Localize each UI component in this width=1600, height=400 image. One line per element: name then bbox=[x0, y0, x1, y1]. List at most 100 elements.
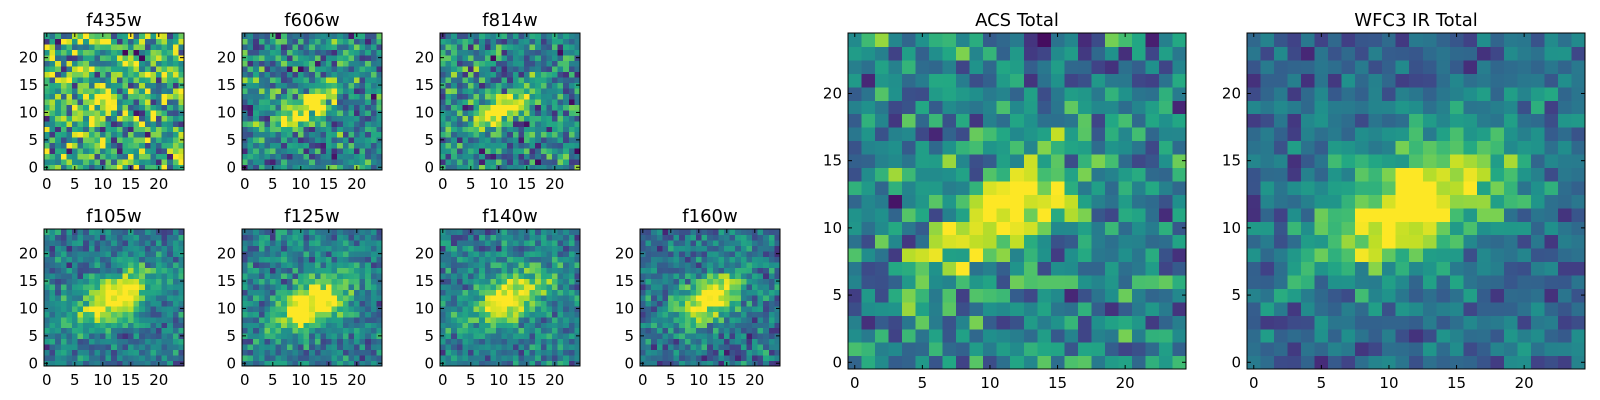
heatmap-cell bbox=[253, 126, 260, 133]
heatmap-cell bbox=[861, 261, 876, 276]
heatmap-cell bbox=[768, 305, 775, 312]
heatmap-cell bbox=[72, 137, 79, 144]
heatmap-cell bbox=[969, 342, 984, 357]
heatmap-cell bbox=[342, 142, 349, 149]
heatmap-cell bbox=[122, 234, 129, 241]
heatmap-cell bbox=[281, 82, 288, 89]
heatmap-cell bbox=[701, 360, 708, 367]
heatmap-cell bbox=[501, 322, 508, 329]
y-tick-label: 10 bbox=[19, 299, 38, 317]
heatmap-cell bbox=[501, 267, 508, 274]
heatmap-cell bbox=[473, 137, 480, 144]
heatmap-cell bbox=[524, 65, 531, 72]
heatmap-cell bbox=[354, 250, 361, 257]
heatmap-cell bbox=[712, 229, 719, 236]
heatmap-cell bbox=[178, 159, 185, 166]
heatmap-cell bbox=[161, 87, 168, 94]
heatmap-cell bbox=[462, 239, 469, 247]
heatmap-cell bbox=[512, 278, 519, 285]
heatmap-cell bbox=[557, 82, 564, 89]
heatmap-cell bbox=[376, 71, 383, 78]
heatmap-cell bbox=[701, 278, 708, 285]
heatmap-cell bbox=[303, 239, 310, 247]
heatmap-cell bbox=[969, 221, 984, 236]
heatmap-cell bbox=[518, 261, 525, 268]
heatmap-cell bbox=[105, 60, 112, 67]
heatmap-cell bbox=[105, 283, 112, 290]
heatmap-cell bbox=[49, 300, 56, 307]
heatmap-cell bbox=[512, 355, 519, 362]
heatmap-cell bbox=[915, 301, 930, 316]
heatmap-cell bbox=[44, 245, 51, 252]
heatmap-cell bbox=[281, 33, 288, 40]
heatmap-cell bbox=[1037, 180, 1052, 195]
heatmap-cell bbox=[468, 153, 475, 160]
heatmap-cell bbox=[314, 289, 321, 296]
heatmap-cell bbox=[752, 300, 759, 307]
heatmap-cell bbox=[746, 360, 753, 367]
heatmap-cell bbox=[735, 349, 742, 356]
heatmap-cell bbox=[60, 159, 67, 166]
heatmap-cell bbox=[270, 338, 277, 345]
heatmap-cell bbox=[724, 355, 731, 362]
heatmap-cell bbox=[167, 33, 174, 40]
heatmap-cell bbox=[60, 261, 67, 268]
heatmap-cell bbox=[718, 305, 725, 312]
heatmap-cell bbox=[337, 71, 344, 78]
heatmap-cell bbox=[161, 49, 168, 56]
heatmap-cell bbox=[518, 131, 525, 138]
heatmap-cell bbox=[1145, 328, 1160, 343]
heatmap-cell bbox=[552, 322, 559, 329]
heatmap-cell bbox=[861, 167, 876, 182]
heatmap-cell bbox=[348, 250, 355, 257]
heatmap-cell bbox=[342, 283, 349, 290]
heatmap-cell bbox=[94, 229, 101, 236]
heatmap-cell bbox=[88, 250, 95, 257]
heatmap-cell bbox=[253, 148, 260, 155]
heatmap-cell bbox=[172, 327, 179, 334]
heatmap-cell bbox=[359, 109, 366, 116]
heatmap-cell bbox=[172, 267, 179, 274]
heatmap-cell bbox=[77, 104, 84, 111]
heatmap-cell bbox=[456, 148, 463, 155]
heatmap-cell bbox=[111, 82, 118, 89]
heatmap-cell bbox=[473, 126, 480, 133]
heatmap-cell bbox=[161, 142, 168, 149]
heatmap-cell bbox=[77, 360, 84, 367]
heatmap-cell bbox=[740, 234, 747, 241]
heatmap-cell bbox=[172, 261, 179, 268]
heatmap-cell bbox=[309, 43, 316, 51]
heatmap-cell bbox=[552, 126, 559, 133]
heatmap-cell bbox=[451, 76, 458, 83]
heatmap-cell bbox=[701, 250, 708, 257]
heatmap-cell bbox=[348, 98, 355, 105]
heatmap-cell bbox=[150, 360, 157, 367]
heatmap-cell bbox=[314, 272, 321, 279]
heatmap-cell bbox=[1077, 328, 1092, 343]
heatmap-cell bbox=[105, 120, 112, 127]
heatmap-cell bbox=[49, 38, 56, 45]
heatmap-cell bbox=[484, 60, 491, 67]
x-tick-label: 5 bbox=[268, 175, 278, 193]
heatmap-cell bbox=[690, 272, 697, 279]
heatmap-cell bbox=[49, 333, 56, 340]
heatmap-cell bbox=[326, 137, 333, 144]
heatmap-cell bbox=[298, 137, 305, 144]
heatmap-cell bbox=[507, 87, 514, 94]
heatmap-cell bbox=[139, 76, 146, 83]
heatmap-cell bbox=[128, 131, 135, 138]
heatmap-cell bbox=[496, 131, 503, 138]
heatmap-cell bbox=[66, 153, 73, 160]
heatmap-cell bbox=[473, 164, 480, 171]
heatmap-cell bbox=[270, 38, 277, 45]
heatmap-cell bbox=[501, 93, 508, 100]
heatmap-cell bbox=[456, 338, 463, 345]
heatmap-cell bbox=[331, 49, 338, 56]
heatmap-cell bbox=[298, 54, 305, 61]
heatmap-cell bbox=[133, 109, 140, 116]
heatmap-cell bbox=[861, 355, 876, 370]
heatmap-cell bbox=[309, 234, 316, 241]
y-tick-label: 0 bbox=[624, 354, 634, 372]
heatmap-cell bbox=[247, 267, 254, 274]
heatmap-cell bbox=[281, 294, 288, 301]
